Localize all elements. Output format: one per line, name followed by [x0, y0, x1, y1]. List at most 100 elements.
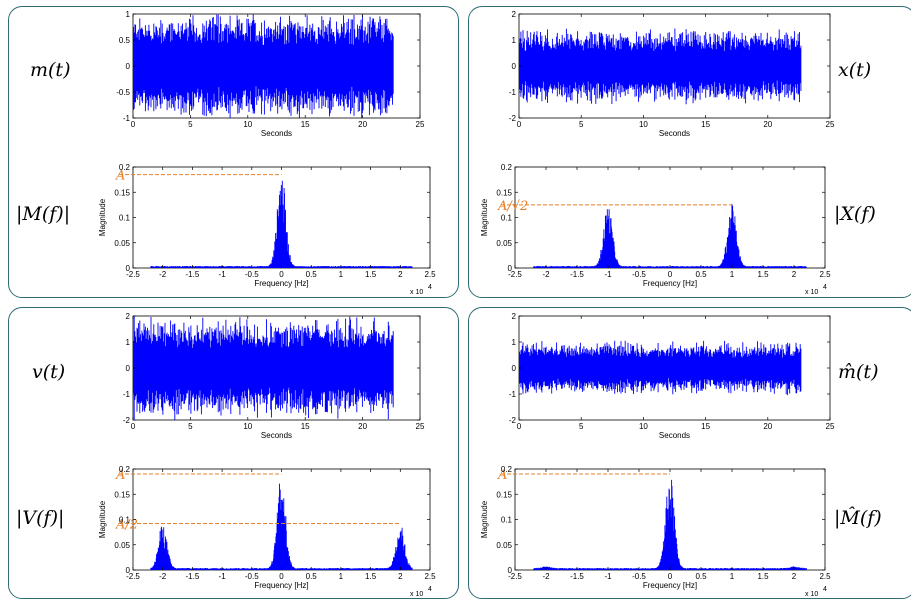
- reference-label: A/2: [115, 518, 138, 533]
- y-tick-label: 0.05: [496, 239, 512, 248]
- x-tick-label: 2: [792, 572, 797, 581]
- freq-plot-frame: [514, 166, 826, 269]
- y-tick-label: 0: [126, 566, 131, 575]
- chart-group-v: v(t)|V(f)|0 5 10 15 20 25-2-1012SecondsAA/2-2…: [16, 312, 436, 598]
- x-tick-label: 0: [517, 422, 522, 431]
- spectrum-trace: [150, 483, 413, 570]
- x-tick-label: -2: [542, 270, 550, 279]
- x-tick-label: 5: [188, 422, 193, 431]
- y-tick-label: -2: [509, 114, 517, 123]
- y-axis-label: Magnitude: [480, 500, 489, 538]
- spectrum-trace: [533, 479, 807, 570]
- y-tick-label: 0.15: [114, 490, 130, 499]
- x-tick-label: 0.5: [306, 572, 318, 581]
- y-tick-label: 0.5: [119, 36, 131, 45]
- y-tick-label: -2: [123, 416, 131, 425]
- x-tick-label: 2.5: [424, 270, 436, 279]
- x-exponent-power: 4: [428, 284, 432, 291]
- x-tick-label: -2: [159, 270, 167, 279]
- x-tick-label: 2: [792, 270, 797, 279]
- x-tick-label: 2.5: [819, 572, 831, 581]
- x-tick-label: -1.5: [570, 572, 584, 581]
- y-tick-label: 0: [512, 364, 517, 373]
- x-tick-label: 25: [416, 120, 425, 129]
- spectrum-label-m: |M(f)|: [16, 203, 70, 225]
- freq-plot-x: A/√2 -2.5 -2 -1.5 -1 -0.5 0 0.5 1 1.5 2 2.5 0 0.05 0.1…: [480, 163, 831, 296]
- x-tick-label: 0.5: [695, 270, 707, 279]
- x-tick-label: 25: [826, 422, 835, 431]
- y-tick-label: 0.15: [114, 188, 130, 197]
- y-tick-label: 1: [126, 338, 131, 347]
- x-tick-label: 5: [579, 422, 584, 431]
- x-tick-label: -1.5: [186, 572, 200, 581]
- x-tick-label: -0.5: [245, 270, 259, 279]
- y-tick-label: 0.05: [114, 541, 130, 550]
- x-tick-label: 20: [358, 120, 367, 129]
- x-tick-label: -1: [604, 572, 612, 581]
- y-tick-label: 0.05: [114, 239, 130, 248]
- spectrum-label-v: |V(f)|: [16, 507, 64, 529]
- x-tick-label: -0.5: [632, 270, 646, 279]
- x-tick-label: 1.5: [365, 572, 377, 581]
- x-exponent-label: x 10: [410, 289, 423, 296]
- y-tick-label: -1: [123, 114, 131, 123]
- x-tick-label: -1: [604, 270, 612, 279]
- x-axis-label: Seconds: [261, 431, 292, 440]
- x-tick-label: 15: [301, 120, 310, 129]
- x-tick-label: 2: [398, 270, 403, 279]
- x-tick-label: 1.5: [757, 270, 769, 279]
- y-tick-label: 0: [126, 364, 131, 373]
- signal-label-mhat: m̂(t): [838, 361, 878, 383]
- y-tick-label: 2: [512, 312, 517, 321]
- y-tick-label: 1: [512, 338, 517, 347]
- x-tick-label: 0: [131, 422, 136, 431]
- y-axis-label: Magnitude: [98, 500, 107, 538]
- x-tick-label: 1: [339, 572, 344, 581]
- y-tick-label: 0.2: [119, 465, 131, 474]
- chart-group-mhat: m̂(t)|M̂(f)0 5 10 15 20 25-2-1012SecondsA-2.5…: [480, 312, 882, 598]
- freq-plot-mhat: A -2.5 -2 -1.5 -1 -0.5 0 0.5 1 1.5 2 2.5 0 0.05 0.1 0.1…: [480, 465, 831, 598]
- x-tick-label: -1: [219, 270, 227, 279]
- x-tick-label: -2.5: [126, 572, 140, 581]
- y-tick-label: 0.1: [501, 516, 513, 525]
- y-axis-label: Magnitude: [480, 198, 489, 236]
- x-tick-label: 15: [701, 120, 710, 129]
- time-plot-v: 0 5 10 15 20 25 -2 -1 0 1 2 Seconds: [123, 312, 425, 440]
- x-axis-label: Seconds: [659, 431, 690, 440]
- time-plot-m: 0 5 10 15 20 25 -1 -0.5 0 0.5 1 Seconds: [116, 10, 425, 138]
- y-tick-label: 0.2: [119, 163, 131, 172]
- x-tick-label: 1: [339, 270, 344, 279]
- x-exponent-label: x 10: [805, 289, 818, 296]
- y-tick-label: -0.5: [116, 88, 130, 97]
- x-tick-label: 5: [579, 120, 584, 129]
- y-tick-label: 1: [512, 36, 517, 45]
- x-tick-label: 1.5: [757, 572, 769, 581]
- x-tick-label: -2.5: [508, 270, 522, 279]
- x-exponent-label: x 10: [805, 591, 818, 598]
- x-tick-label: -2: [159, 572, 167, 581]
- x-tick-label: 1: [730, 270, 735, 279]
- x-tick-label: 0: [279, 572, 284, 581]
- x-tick-label: 20: [763, 422, 772, 431]
- x-tick-label: -2: [542, 572, 550, 581]
- signal-label-m: m(t): [30, 59, 70, 81]
- x-tick-label: -0.5: [632, 572, 646, 581]
- signal-label-v: v(t): [32, 361, 65, 383]
- x-tick-label: 15: [301, 422, 310, 431]
- x-tick-label: 0.5: [306, 270, 318, 279]
- y-tick-label: 0.1: [119, 516, 131, 525]
- y-tick-label: -1: [509, 390, 517, 399]
- reference-label: A/√2: [497, 199, 528, 214]
- chart-group-x: x(t)|X(f)0 5 10 15 20 25-2-1012SecondsA/√2-2.…: [480, 10, 876, 296]
- x-tick-label: -1.5: [186, 270, 200, 279]
- chart-group-m: m(t)|M(f)|0 5 10 15 20 25-1-0.500.51SecondsA-…: [16, 10, 436, 296]
- x-tick-label: -1: [219, 572, 227, 581]
- y-tick-label: 1: [126, 10, 131, 19]
- y-tick-label: 0.05: [496, 541, 512, 550]
- y-tick-label: -1: [509, 88, 517, 97]
- signal-label-x: x(t): [838, 59, 871, 81]
- x-tick-label: 0.5: [695, 572, 707, 581]
- x-exponent-power: 4: [428, 586, 432, 593]
- x-axis-label: Frequency [Hz]: [254, 581, 308, 590]
